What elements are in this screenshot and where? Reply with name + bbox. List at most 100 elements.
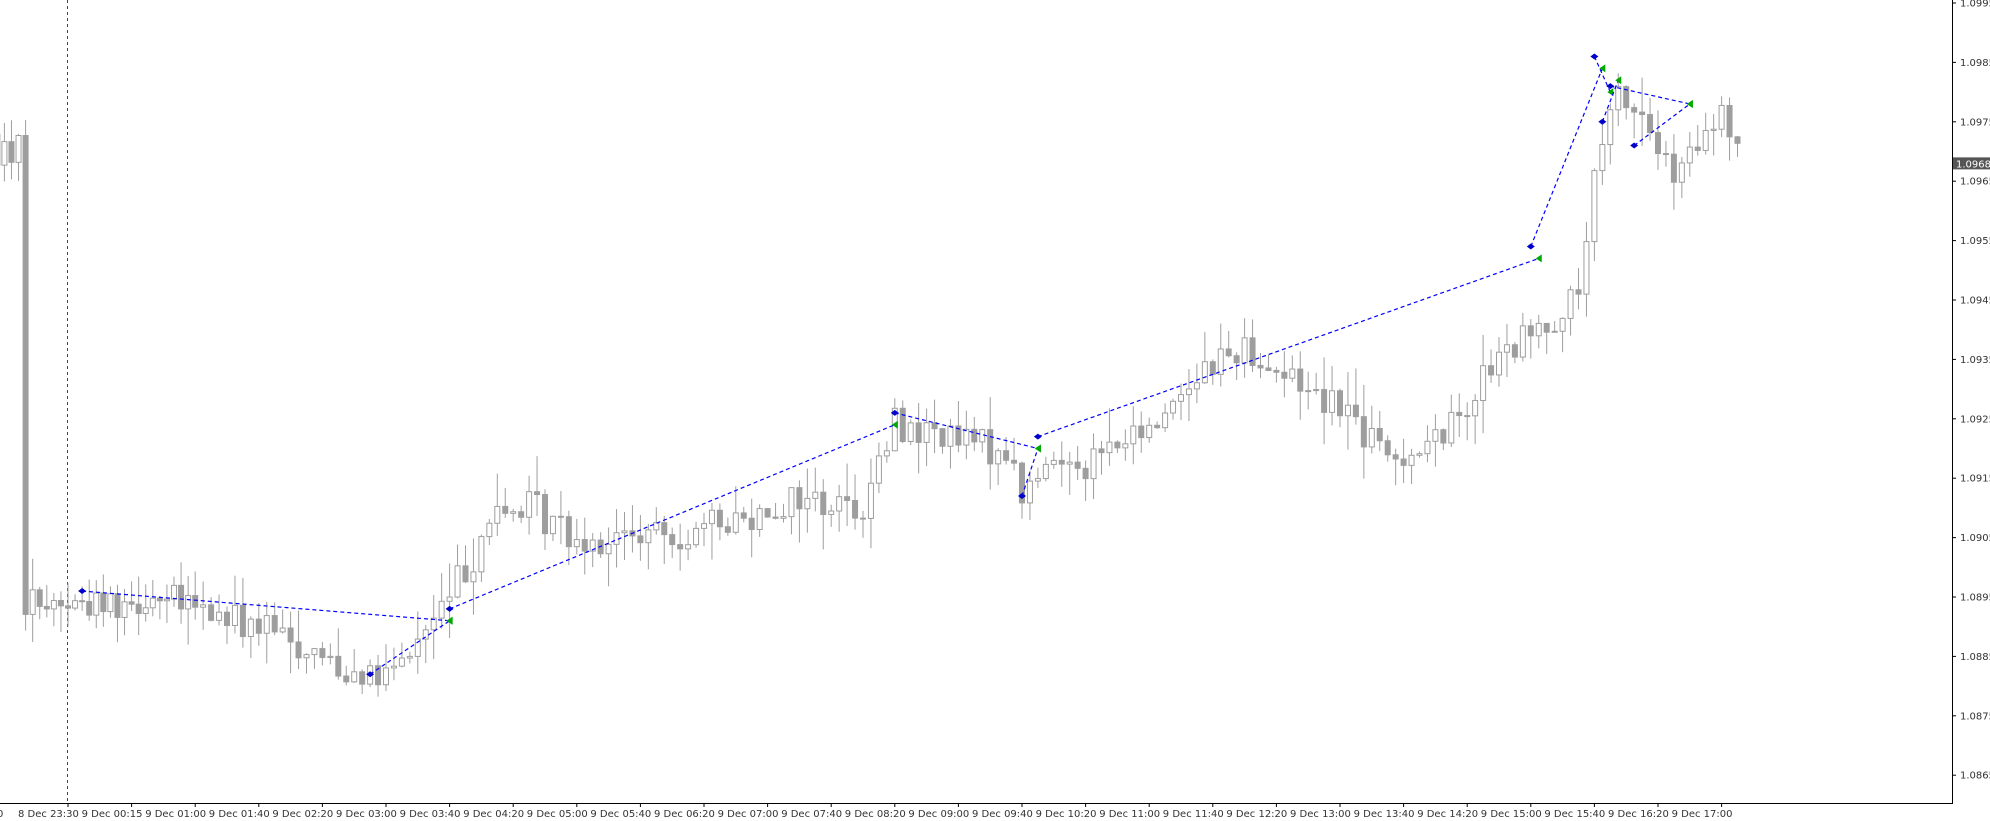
time-axis-edge-label: 0 — [0, 809, 3, 820]
candle-body — [1567, 289, 1574, 319]
candle-body — [796, 487, 803, 510]
candle-body — [1440, 429, 1447, 444]
trade-exit-marker — [446, 616, 453, 625]
candle-body — [1265, 367, 1272, 371]
candle-body — [693, 527, 700, 546]
candle-body — [1344, 404, 1351, 417]
candle-body — [1281, 371, 1288, 379]
candle-body — [1090, 448, 1097, 480]
candle-body — [1392, 454, 1399, 460]
candle-body — [772, 516, 779, 519]
candle-body — [1384, 440, 1391, 456]
candle-body — [446, 596, 453, 602]
candle-body — [1408, 454, 1415, 466]
candle-body — [1607, 109, 1614, 146]
candle-body — [303, 654, 310, 659]
candle-body — [29, 589, 36, 615]
candle-body — [1480, 365, 1487, 401]
current-price-background — [1953, 157, 1990, 170]
candle-body — [1225, 348, 1232, 357]
candle-body — [486, 522, 493, 538]
trade-entry-marker — [1630, 142, 1639, 149]
price-tick-label: 1.0995 — [1960, 0, 1990, 10]
candle-body — [645, 529, 652, 544]
candle-body — [1583, 241, 1590, 295]
candle-body — [1551, 330, 1558, 333]
candle-body — [1527, 325, 1534, 337]
current-price-marker: 1.0968 — [1953, 157, 1990, 170]
trade-line — [1601, 80, 1619, 123]
candle-body — [923, 422, 930, 443]
candle-body — [1519, 325, 1526, 358]
candle-body — [812, 491, 819, 499]
candle-body — [804, 497, 811, 510]
candle-body — [1146, 424, 1153, 439]
price-tick-label: 1.0955 — [1960, 236, 1990, 247]
candle-body — [955, 425, 962, 446]
trade-line — [82, 590, 450, 622]
candle-body — [414, 638, 421, 657]
candle-body — [867, 482, 874, 519]
candle-body — [462, 565, 469, 583]
trade-entry-marker — [1018, 493, 1026, 500]
candle-body — [939, 428, 946, 447]
candle-body — [1591, 170, 1598, 243]
candle-body — [1082, 467, 1089, 480]
candle-body — [1201, 361, 1208, 384]
candle-body — [875, 455, 882, 484]
price-tick-label: 1.0885 — [1960, 652, 1990, 663]
candle-body — [549, 515, 556, 535]
candle-body — [327, 655, 334, 658]
candle-body — [1098, 448, 1105, 454]
candle-body — [1368, 428, 1375, 448]
candle-body — [1217, 348, 1224, 375]
candle-body — [1305, 390, 1312, 393]
candle-body — [510, 511, 517, 514]
candle-body — [995, 450, 1002, 465]
candle-body — [581, 539, 588, 552]
candle-body — [1154, 424, 1161, 429]
candle-body — [621, 530, 628, 534]
candle-body — [1130, 425, 1137, 445]
trade-line — [1021, 448, 1039, 497]
candle-body — [748, 517, 755, 530]
candle-body — [1209, 361, 1216, 375]
time-tick-label: 9 Dec 03:40 — [400, 809, 461, 820]
time-axis: 8 Dec 23:30 9 Dec 00:15 9 Dec 01:00 9 Dec 0… — [18, 803, 1732, 820]
candle-body — [1678, 162, 1685, 183]
trade-exit-marker — [1686, 99, 1693, 108]
trade-line — [1037, 257, 1539, 438]
candle-body — [224, 611, 230, 626]
candle-body — [979, 429, 986, 443]
candle-body — [931, 422, 938, 430]
candle-body — [65, 605, 71, 609]
candle-body — [780, 516, 787, 519]
candle-body — [319, 648, 326, 658]
candle-body — [135, 603, 142, 614]
candle-body — [947, 425, 954, 447]
time-tick-label: 9 Dec 13:40 — [1354, 809, 1415, 820]
candle-body — [1575, 289, 1582, 295]
price-tick-label: 1.0935 — [1960, 355, 1990, 366]
candle-body — [987, 429, 994, 465]
candle-body — [156, 597, 163, 602]
candle-body — [1718, 104, 1725, 130]
candle-body — [1631, 107, 1638, 113]
price-tick-label: 1.0925 — [1960, 414, 1990, 425]
candle-body — [142, 607, 149, 614]
candle-body — [1432, 429, 1439, 442]
candle-body — [542, 494, 548, 535]
current-price-label: 1.0968 — [1956, 159, 1990, 170]
candle-body — [891, 407, 898, 452]
candle-body — [1, 141, 8, 166]
time-tick-label: 9 Dec 17:00 — [1672, 809, 1733, 820]
candle-body — [343, 675, 350, 683]
candle-body — [534, 491, 541, 496]
time-tick-label: 9 Dec 16:20 — [1608, 809, 1669, 820]
time-tick-label: 9 Dec 00:15 — [82, 809, 143, 820]
candle-body — [383, 667, 389, 686]
time-tick-label: 9 Dec 11:40 — [1163, 809, 1224, 820]
candle-body — [121, 601, 128, 618]
candle-body — [605, 543, 612, 555]
